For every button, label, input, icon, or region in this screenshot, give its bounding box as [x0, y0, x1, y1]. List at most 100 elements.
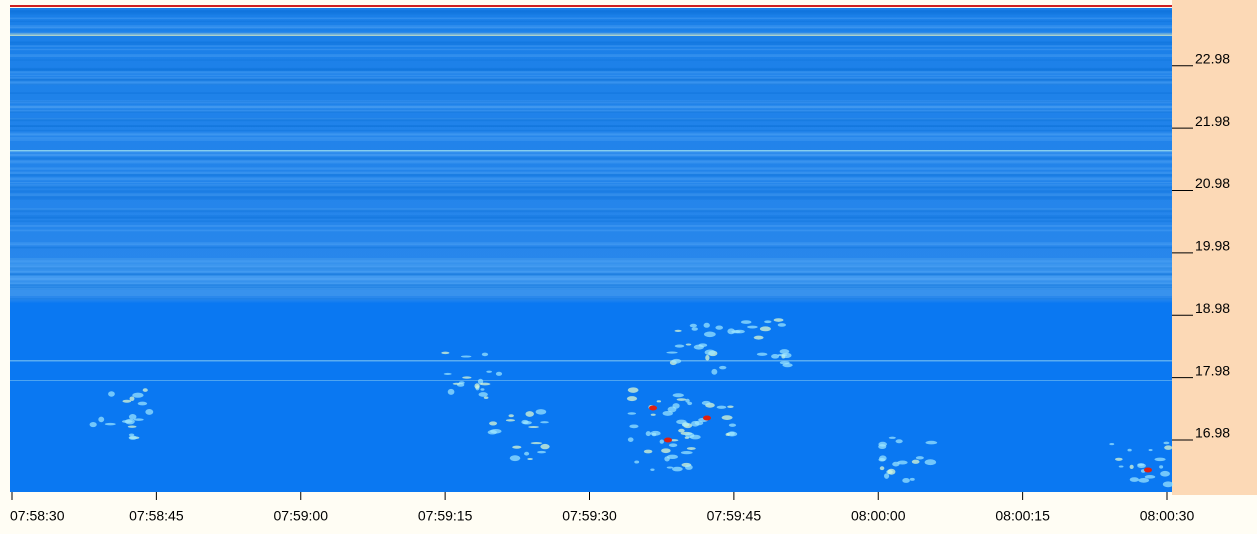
texture-spot [1129, 464, 1134, 469]
texture-stripe [10, 275, 1172, 279]
texture-stripe [10, 110, 1172, 113]
texture-spot [525, 411, 534, 417]
texture-stripe [10, 92, 1172, 94]
texture-spot [447, 388, 455, 395]
texture-stripe [10, 67, 1172, 71]
texture-spot [483, 396, 489, 400]
y-tick-label: 22.98 [1195, 50, 1230, 66]
texture-spot [756, 352, 768, 356]
texture-spot [1159, 465, 1164, 469]
texture-spot [895, 439, 903, 444]
texture-spot [711, 368, 718, 375]
texture-stripe [10, 101, 1172, 103]
texture-stripe [10, 288, 1172, 290]
texture-stripe [10, 260, 1172, 263]
texture-spot [486, 370, 492, 373]
texture-stripe [10, 100, 1172, 104]
texture-spot [666, 466, 674, 469]
texture-stripe [10, 271, 1172, 273]
texture-spot [495, 371, 503, 376]
texture-spot [524, 451, 530, 456]
texture-spot [535, 409, 547, 415]
texture-spot [460, 355, 472, 358]
texture-spot [104, 422, 116, 426]
texture-spot [694, 420, 704, 426]
texture-spot [1118, 465, 1124, 468]
texture-spot [528, 425, 540, 429]
texture-spot [661, 448, 671, 454]
texture-stripe [10, 59, 1172, 61]
texture-stripe [10, 32, 1172, 36]
texture-spot [911, 459, 920, 464]
texture-spot [462, 376, 472, 379]
texture-spot [915, 456, 924, 460]
texture-spot [142, 388, 148, 392]
texture-spot [505, 419, 516, 422]
texture-stripe [10, 109, 1172, 113]
texture-stripe [10, 267, 1172, 270]
texture-spot [108, 391, 115, 397]
texture-spot [727, 405, 734, 408]
texture-stripe [10, 284, 1172, 287]
texture-spot [121, 419, 133, 423]
y-tick-label: 18.98 [1195, 300, 1230, 316]
texture-stripe [10, 125, 1172, 127]
texture-hotspot [664, 437, 672, 443]
x-tick-label: 07:58:45 [129, 508, 184, 524]
texture-spot [490, 428, 502, 434]
texture-spot [897, 460, 908, 465]
x-tick-label: 08:00:30 [1140, 508, 1195, 524]
texture-stripe [10, 10, 1172, 13]
texture-spot [716, 405, 727, 409]
x-tick-label: 07:59:00 [274, 508, 329, 524]
texture-spot [662, 410, 673, 416]
texture-stripe [10, 194, 1172, 198]
texture-spot [512, 445, 522, 449]
texture-spot [892, 461, 900, 467]
texture-spot [629, 424, 639, 429]
texture-spot [773, 318, 784, 322]
texture-spot [879, 466, 885, 471]
texture-spot [626, 396, 638, 402]
texture-spot [480, 388, 485, 391]
texture-spot [879, 455, 887, 462]
texture-spot [728, 423, 737, 427]
texture-hotspot [703, 415, 711, 421]
texture-stripe [10, 217, 1172, 220]
texture-spot [1163, 441, 1170, 445]
texture-spot [721, 415, 733, 420]
texture-stripe [10, 298, 1172, 300]
spectrogram-image [10, 8, 1174, 492]
texture-spot [725, 432, 730, 436]
texture-spot [1160, 470, 1170, 477]
texture-spot [902, 478, 910, 483]
texture-spot [527, 458, 533, 461]
texture-spot [1138, 478, 1150, 483]
texture-spot [682, 422, 689, 427]
texture-stripe [10, 139, 1172, 141]
texture-stripe [10, 129, 1172, 132]
texture-stripe [10, 184, 1172, 187]
texture-spot [779, 349, 790, 354]
texture-spot [672, 393, 684, 398]
texture-stripe [10, 125, 1172, 127]
texture-spot [1148, 448, 1153, 452]
texture-spot [693, 344, 704, 350]
texture-spot [685, 343, 692, 346]
texture-spot [643, 449, 653, 454]
texture-stripe [10, 277, 1172, 281]
texture-spot [878, 444, 887, 450]
texture-stripe [10, 161, 1172, 164]
texture-spot [676, 398, 687, 401]
texture-spot [782, 363, 793, 368]
texture-spot [771, 354, 780, 359]
texture-spot [479, 382, 491, 386]
y-tick-label: 20.98 [1195, 175, 1230, 191]
texture-stripe [10, 215, 1172, 218]
texture-stripe [10, 68, 1172, 72]
y-axis-panel [1172, 0, 1257, 495]
texture-spot [1115, 457, 1123, 461]
texture-spot [1137, 463, 1146, 468]
texture-spot [474, 383, 480, 389]
